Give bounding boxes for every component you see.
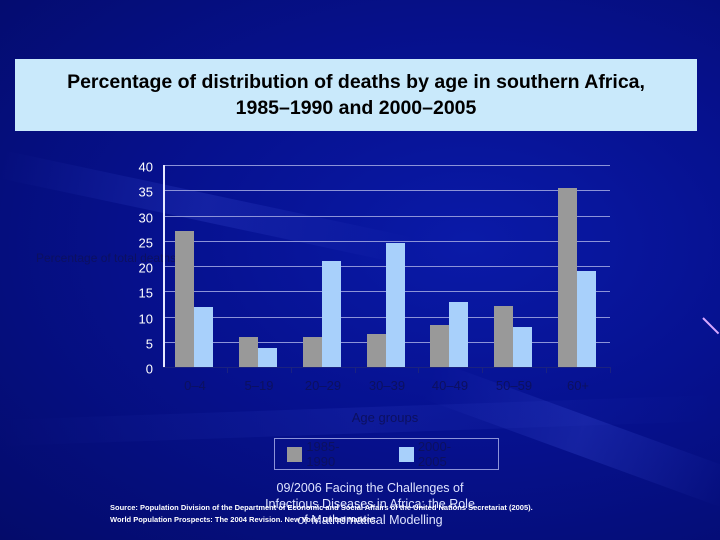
y-tick-label: 25: [138, 235, 153, 251]
gridline: [163, 241, 610, 242]
bar-2000-2005-60+: [577, 271, 596, 367]
footer-line-2: Infectious Diseases in Africa: the Role: [265, 497, 475, 511]
bar-1985-1990-60+: [558, 188, 577, 367]
y-tick-label: 0: [145, 361, 153, 377]
chart-legend: 1985-1990 2000-2005: [274, 438, 499, 470]
x-category-label: 20–29: [304, 378, 342, 393]
y-tick-label: 5: [145, 336, 153, 352]
chart-title-line-1: Percentage of distribution of deaths by …: [67, 71, 645, 93]
bar-2000-2005-5–19: [258, 348, 277, 367]
x-tick-mark: [482, 367, 483, 373]
x-tick-mark: [355, 367, 356, 373]
x-tick-mark: [418, 367, 419, 373]
bar-2000-2005-20–29: [322, 261, 341, 367]
chart-title-box: Percentage of distribution of deaths by …: [15, 59, 697, 131]
gridline: [163, 190, 610, 191]
y-tick-label: 15: [138, 285, 153, 301]
gridline: [163, 165, 610, 166]
bar-2000-2005-0–4: [194, 307, 213, 367]
bar-1985-1990-5–19: [239, 337, 258, 367]
y-axis-line: [163, 165, 165, 367]
x-tick-mark: [227, 367, 228, 373]
bar-1985-1990-40–49: [430, 325, 449, 367]
legend-label-1985: 1985-1990: [306, 439, 340, 469]
x-category-label: 30–39: [368, 378, 406, 393]
footer-line-3: of Mathematical Modelling: [297, 513, 443, 527]
bar-1985-1990-0–4: [175, 231, 194, 367]
y-tick-label: 40: [138, 159, 153, 175]
legend-item-2000: 2000-2005: [398, 439, 469, 469]
slide-footer-title: 09/2006 Facing the Challenges of Infecti…: [220, 480, 520, 528]
bar-1985-1990-50–59: [494, 306, 513, 367]
y-tick-label: 35: [138, 184, 153, 200]
legend-swatch-2000: [398, 446, 414, 462]
y-tick-label: 20: [138, 260, 153, 276]
bar-2000-2005-30–39: [386, 243, 405, 367]
bar-1985-1990-20–29: [303, 337, 322, 367]
legend-label-2000: 2000-2005: [417, 439, 452, 469]
x-category-label: 40–49: [431, 378, 469, 393]
bar-1985-1990-30–39: [367, 334, 386, 367]
x-axis-line: [163, 367, 610, 368]
y-axis-label-text: Percentage of total deaths: [36, 251, 177, 265]
source-line-2: World Population Prospects: The 2004 Rev…: [110, 515, 378, 524]
bar-2000-2005-40–49: [449, 302, 468, 367]
x-tick-mark: [610, 367, 611, 373]
y-axis-label: Percentage of total deaths: [36, 251, 176, 265]
footer-line-1: 09/2006 Facing the Challenges of: [276, 481, 464, 495]
x-category-label: 0–4: [184, 378, 206, 393]
source-citation: Source: Population Division of the Depar…: [110, 502, 533, 526]
source-line-1: Source: Population Division of the Depar…: [110, 503, 533, 512]
x-tick-mark: [291, 367, 292, 373]
chart-title-line-2: 1985–1990 and 2000–2005: [235, 97, 477, 119]
x-category-label: 5–19: [244, 378, 274, 393]
x-axis-label: Age groups: [351, 410, 419, 425]
legend-item-1985: 1985-1990: [287, 439, 357, 469]
y-tick-label: 30: [138, 210, 153, 225]
x-tick-mark: [546, 367, 547, 373]
x-category-label: 60+: [566, 378, 590, 393]
x-category-label: 50–59: [495, 378, 533, 393]
y-tick-label: 10: [138, 311, 153, 326]
legend-swatch-1985: [287, 446, 303, 462]
gridline: [163, 216, 610, 217]
bar-2000-2005-50–59: [513, 327, 532, 367]
